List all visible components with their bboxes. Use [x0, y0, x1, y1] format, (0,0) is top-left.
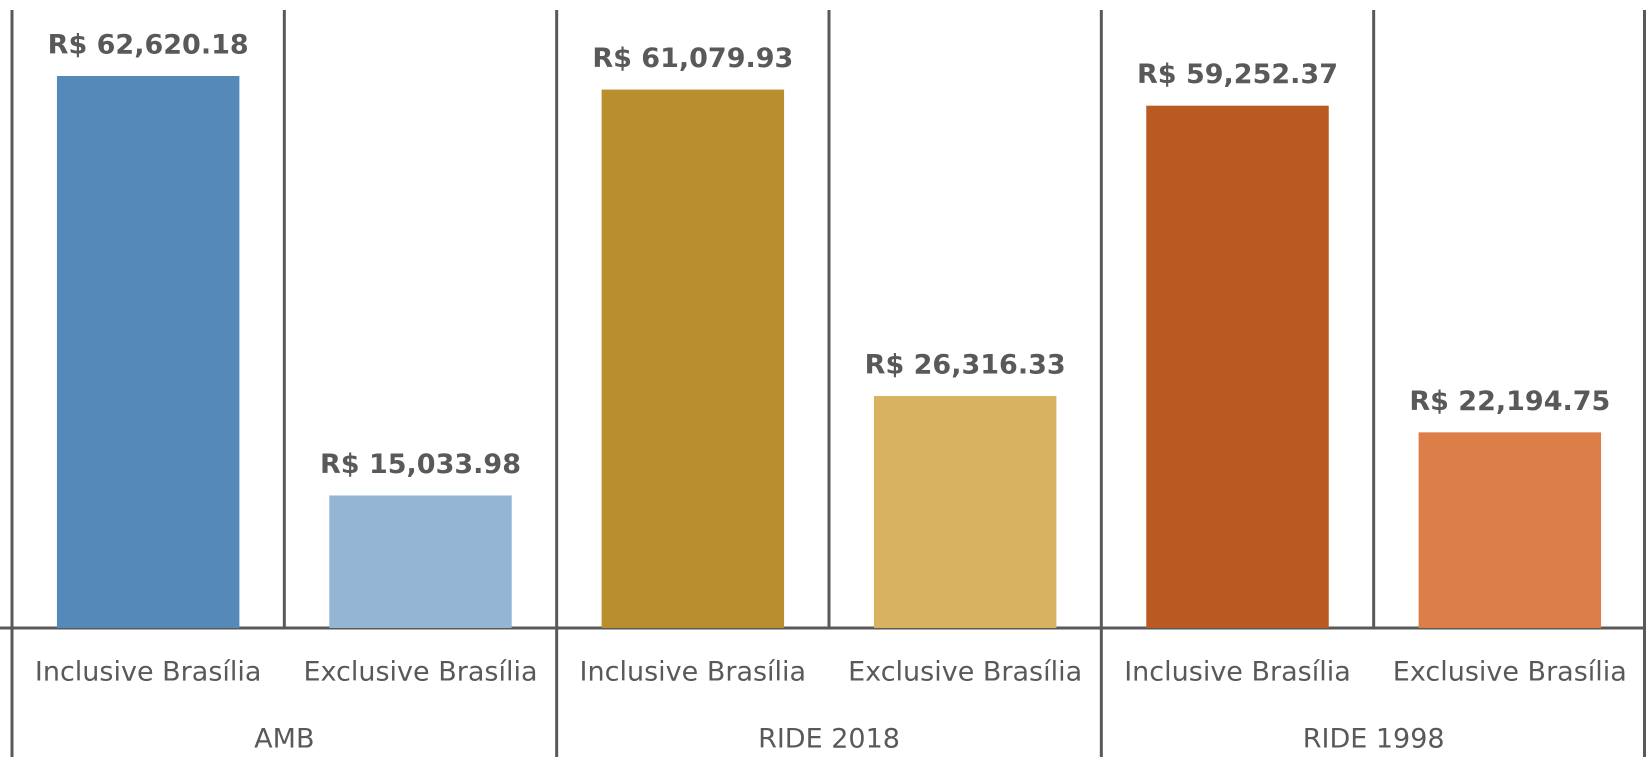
- group-label: AMB: [254, 724, 314, 755]
- x-tick-label: Exclusive Brasília: [1393, 657, 1627, 688]
- x-tick-label: Inclusive Brasília: [1124, 657, 1351, 688]
- value-label: R$ 22,194.75: [1409, 386, 1610, 417]
- bar: [56, 76, 240, 628]
- value-label: R$ 15,033.98: [320, 449, 521, 480]
- value-label: R$ 61,079.93: [592, 43, 793, 74]
- bar: [1146, 105, 1329, 628]
- x-tick-label: Exclusive Brasília: [303, 657, 537, 688]
- bar: [329, 495, 512, 628]
- group-label: RIDE 1998: [1303, 724, 1445, 755]
- bar: [1418, 432, 1602, 628]
- group-label: RIDE 2018: [758, 724, 900, 755]
- x-tick-label: Exclusive Brasília: [848, 657, 1082, 688]
- bar: [873, 396, 1057, 628]
- value-label: R$ 26,316.33: [865, 350, 1066, 381]
- bar: [601, 89, 785, 628]
- value-label: R$ 59,252.37: [1137, 59, 1338, 90]
- value-label: R$ 62,620.18: [48, 30, 249, 61]
- x-tick-label: Inclusive Brasília: [580, 657, 807, 688]
- x-tick-label: Inclusive Brasília: [35, 657, 262, 688]
